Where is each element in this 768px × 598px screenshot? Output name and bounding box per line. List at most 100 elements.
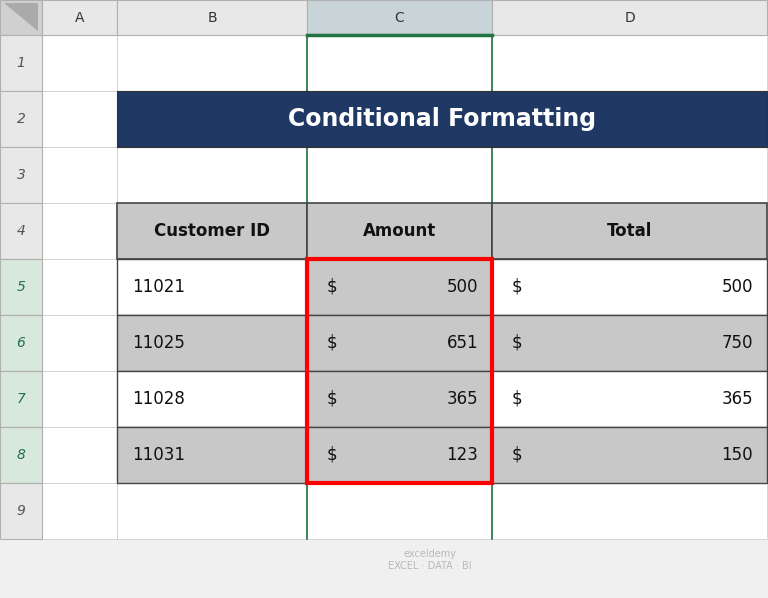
Text: 750: 750 <box>721 334 753 352</box>
Bar <box>0 427 42 483</box>
Bar <box>117 0 307 35</box>
Bar <box>307 483 492 539</box>
Bar <box>117 147 307 203</box>
Bar <box>117 35 307 91</box>
Text: $: $ <box>512 334 523 352</box>
Text: 6: 6 <box>17 336 25 350</box>
Bar <box>307 427 492 483</box>
Bar <box>492 0 767 35</box>
Bar <box>0 315 42 371</box>
Text: B: B <box>207 11 217 25</box>
Bar <box>0 147 42 203</box>
Bar <box>492 91 767 147</box>
Bar <box>492 259 767 315</box>
Polygon shape <box>4 3 38 31</box>
Bar <box>42 147 117 203</box>
Bar <box>117 371 307 427</box>
Bar <box>492 371 767 427</box>
Bar <box>307 91 492 147</box>
Bar <box>42 91 117 147</box>
Text: Conditional Formatting: Conditional Formatting <box>288 107 596 131</box>
Text: exceldemy
EXCEL · DATA · BI: exceldemy EXCEL · DATA · BI <box>388 549 472 571</box>
Bar <box>0 427 42 483</box>
Bar <box>117 427 307 483</box>
Bar <box>117 483 307 539</box>
Bar <box>307 0 492 35</box>
Bar <box>492 427 767 483</box>
Bar <box>117 259 307 315</box>
Bar <box>117 203 307 259</box>
Bar <box>0 259 42 315</box>
Bar <box>492 203 767 259</box>
Text: 11025: 11025 <box>132 334 185 352</box>
Text: Customer ID: Customer ID <box>154 222 270 240</box>
Text: 2: 2 <box>17 112 25 126</box>
Bar <box>0 259 42 315</box>
Text: 500: 500 <box>446 278 478 296</box>
Text: D: D <box>624 11 635 25</box>
Text: 8: 8 <box>17 448 25 462</box>
Bar <box>307 203 492 259</box>
Text: 9: 9 <box>17 504 25 518</box>
Bar <box>492 483 767 539</box>
Text: 4: 4 <box>17 224 25 238</box>
Text: 123: 123 <box>446 446 478 464</box>
Bar <box>492 315 767 371</box>
Text: 500: 500 <box>721 278 753 296</box>
Text: $: $ <box>327 334 338 352</box>
Bar <box>307 427 492 483</box>
Text: $: $ <box>327 446 338 464</box>
Bar <box>0 371 42 427</box>
Bar <box>117 315 307 371</box>
Text: $: $ <box>512 278 523 296</box>
Text: A: A <box>74 11 84 25</box>
Text: 7: 7 <box>17 392 25 406</box>
Bar <box>307 259 492 315</box>
Bar <box>307 147 492 203</box>
Bar <box>0 203 42 259</box>
Bar <box>492 35 767 91</box>
Text: 5: 5 <box>17 280 25 294</box>
Text: $: $ <box>327 390 338 408</box>
Bar <box>42 35 117 91</box>
Bar <box>117 371 307 427</box>
Bar <box>117 91 307 147</box>
Text: 3: 3 <box>17 168 25 182</box>
Text: 365: 365 <box>446 390 478 408</box>
Text: C: C <box>395 11 405 25</box>
Bar <box>42 427 117 483</box>
Bar <box>492 203 767 259</box>
Bar <box>0 483 42 539</box>
Bar <box>307 259 492 315</box>
Text: $: $ <box>512 390 523 408</box>
Bar <box>307 315 492 371</box>
Bar <box>42 203 117 259</box>
Bar <box>117 315 307 371</box>
Bar <box>117 91 767 147</box>
Bar <box>492 427 767 483</box>
Bar <box>492 259 767 315</box>
Text: 11021: 11021 <box>132 278 185 296</box>
Bar <box>307 203 492 259</box>
Bar <box>492 371 767 427</box>
Bar <box>42 483 117 539</box>
Bar <box>307 371 492 427</box>
Bar <box>492 147 767 203</box>
Text: Amount: Amount <box>362 222 436 240</box>
Text: 11028: 11028 <box>132 390 185 408</box>
Bar <box>42 371 117 427</box>
Bar <box>0 35 42 91</box>
Bar <box>0 0 42 35</box>
Bar <box>42 0 117 35</box>
Bar <box>307 315 492 371</box>
Bar <box>117 259 307 315</box>
Bar <box>0 315 42 371</box>
Text: 365: 365 <box>721 390 753 408</box>
Bar <box>117 203 307 259</box>
Text: 11031: 11031 <box>132 446 185 464</box>
Bar <box>0 371 42 427</box>
Text: 150: 150 <box>721 446 753 464</box>
Text: 651: 651 <box>446 334 478 352</box>
Bar <box>42 315 117 371</box>
Bar <box>42 259 117 315</box>
